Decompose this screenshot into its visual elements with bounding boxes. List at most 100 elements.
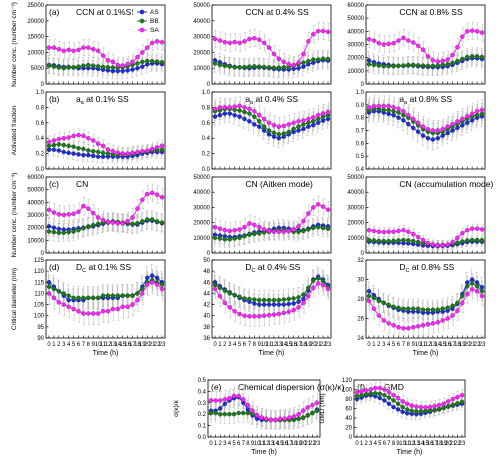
x-tick-label: 7 (402, 342, 406, 348)
data-point-AS (222, 111, 228, 116)
data-point-BB (46, 284, 52, 289)
data-point-SA (266, 45, 272, 50)
data-point-BB (430, 307, 436, 312)
y-tick-label: 46 (203, 280, 210, 286)
y-tick-label: 0.4 (356, 167, 365, 173)
data-point-BB (420, 63, 426, 68)
x-tick-label: 4 (233, 342, 237, 348)
data-point-SA (368, 387, 373, 392)
data-point-SA (90, 210, 96, 216)
data-point-AS (51, 225, 57, 230)
data-point-SA (212, 106, 218, 112)
data-point-AS (95, 154, 101, 159)
data-point-AS (145, 275, 150, 281)
data-point-BB (459, 399, 465, 405)
y-axis-label: Number conc. (number cm⁻³) (11, 2, 18, 87)
data-point-SA (450, 240, 455, 245)
x-tick-label: 7 (242, 441, 246, 447)
panel-label: (a) (49, 7, 60, 17)
data-point-BB (232, 236, 237, 241)
data-point-SA (465, 291, 470, 297)
data-point-SA (376, 313, 382, 318)
data-point-SA (110, 59, 116, 65)
series-line-AS (211, 396, 318, 421)
data-point-BB (135, 61, 140, 66)
data-point-SA (51, 295, 57, 301)
data-point-AS (415, 129, 421, 135)
data-point-BB (386, 395, 392, 400)
data-point-AS (217, 406, 223, 411)
x-tick-label: 10 (399, 441, 406, 447)
panel-b3: 0.4 0.5 0.6 0.7 0.8 0.9 1.0 aa at 0.8% SS (356, 90, 486, 173)
data-point-SA (242, 39, 247, 44)
x-axis-label: Time (h) (259, 350, 285, 357)
x-tick-label: 8 (246, 441, 250, 447)
data-point-BB (286, 296, 291, 302)
x-tick-label: 5 (378, 441, 382, 447)
x-tick-label: 9 (396, 441, 400, 447)
data-point-SA (130, 302, 135, 307)
x-tick-label: 9 (92, 342, 96, 348)
y-tick-label: 0.0 (198, 435, 207, 441)
data-point-BB (56, 65, 62, 70)
data-point-SA (259, 415, 264, 420)
panel-label: (c) (49, 179, 59, 189)
data-point-BB (455, 401, 460, 406)
data-point-BB (469, 237, 475, 243)
data-point-SA (415, 120, 421, 126)
panel-c1: 0 10000 20000 30000 40000 50000 60000 Number co… (11, 173, 166, 257)
data-point-BB (396, 110, 401, 115)
data-point-SA (371, 306, 377, 311)
x-tick-label: 17 (129, 342, 136, 348)
data-point-SA (140, 197, 145, 203)
data-point-SA (154, 192, 160, 197)
data-point-BB (81, 146, 86, 152)
data-point-BB (386, 238, 391, 244)
data-point-BB (247, 232, 252, 237)
data-point-SA (115, 221, 121, 226)
data-point-BB (76, 295, 81, 301)
plot-frame (45, 4, 166, 85)
data-point-SA (287, 415, 292, 420)
data-point-BB (425, 307, 431, 312)
data-point-AS (311, 122, 316, 128)
x-tick-label: 0 (213, 342, 217, 348)
data-point-AS (281, 302, 287, 307)
data-point-SA (296, 60, 301, 65)
series-line-BB (214, 108, 329, 135)
data-point-BB (71, 295, 76, 301)
data-point-BB (86, 62, 91, 68)
data-point-BB (396, 305, 401, 310)
data-point-SA (130, 59, 135, 65)
data-point-SA (125, 151, 130, 156)
data-point-BB (100, 293, 106, 298)
data-point-AS (320, 118, 326, 123)
data-point-SA (465, 29, 470, 34)
data-point-BB (377, 391, 383, 396)
data-point-SA (300, 408, 306, 414)
data-point-SA (465, 227, 470, 233)
data-point-SA (149, 280, 155, 285)
data-point-SA (120, 304, 125, 310)
panel-b2: 0.0 0.2 0.4 0.6 0.8 1.0 aa at 0.4% SS (202, 90, 332, 173)
data-point-BB (46, 143, 52, 149)
data-point-BB (86, 224, 91, 229)
data-point-SA (145, 282, 150, 287)
data-point-BB (381, 107, 386, 113)
data-point-SA (296, 119, 301, 124)
x-tick-label: 20 (310, 342, 317, 348)
data-point-BB (222, 288, 228, 293)
data-point-SA (71, 133, 76, 139)
data-point-BB (217, 411, 223, 417)
data-point-SA (325, 286, 331, 292)
x-tick-label: 17 (286, 441, 293, 447)
data-point-BB (51, 142, 57, 148)
data-point-AS (276, 302, 282, 307)
data-point-SA (311, 32, 316, 37)
data-point-AS (396, 115, 401, 120)
y-tick-label: 40 (345, 416, 352, 422)
data-point-SA (291, 62, 296, 68)
data-point-BB (296, 124, 301, 129)
data-point-SA (217, 38, 223, 43)
x-tick-label: 23 (159, 342, 166, 348)
